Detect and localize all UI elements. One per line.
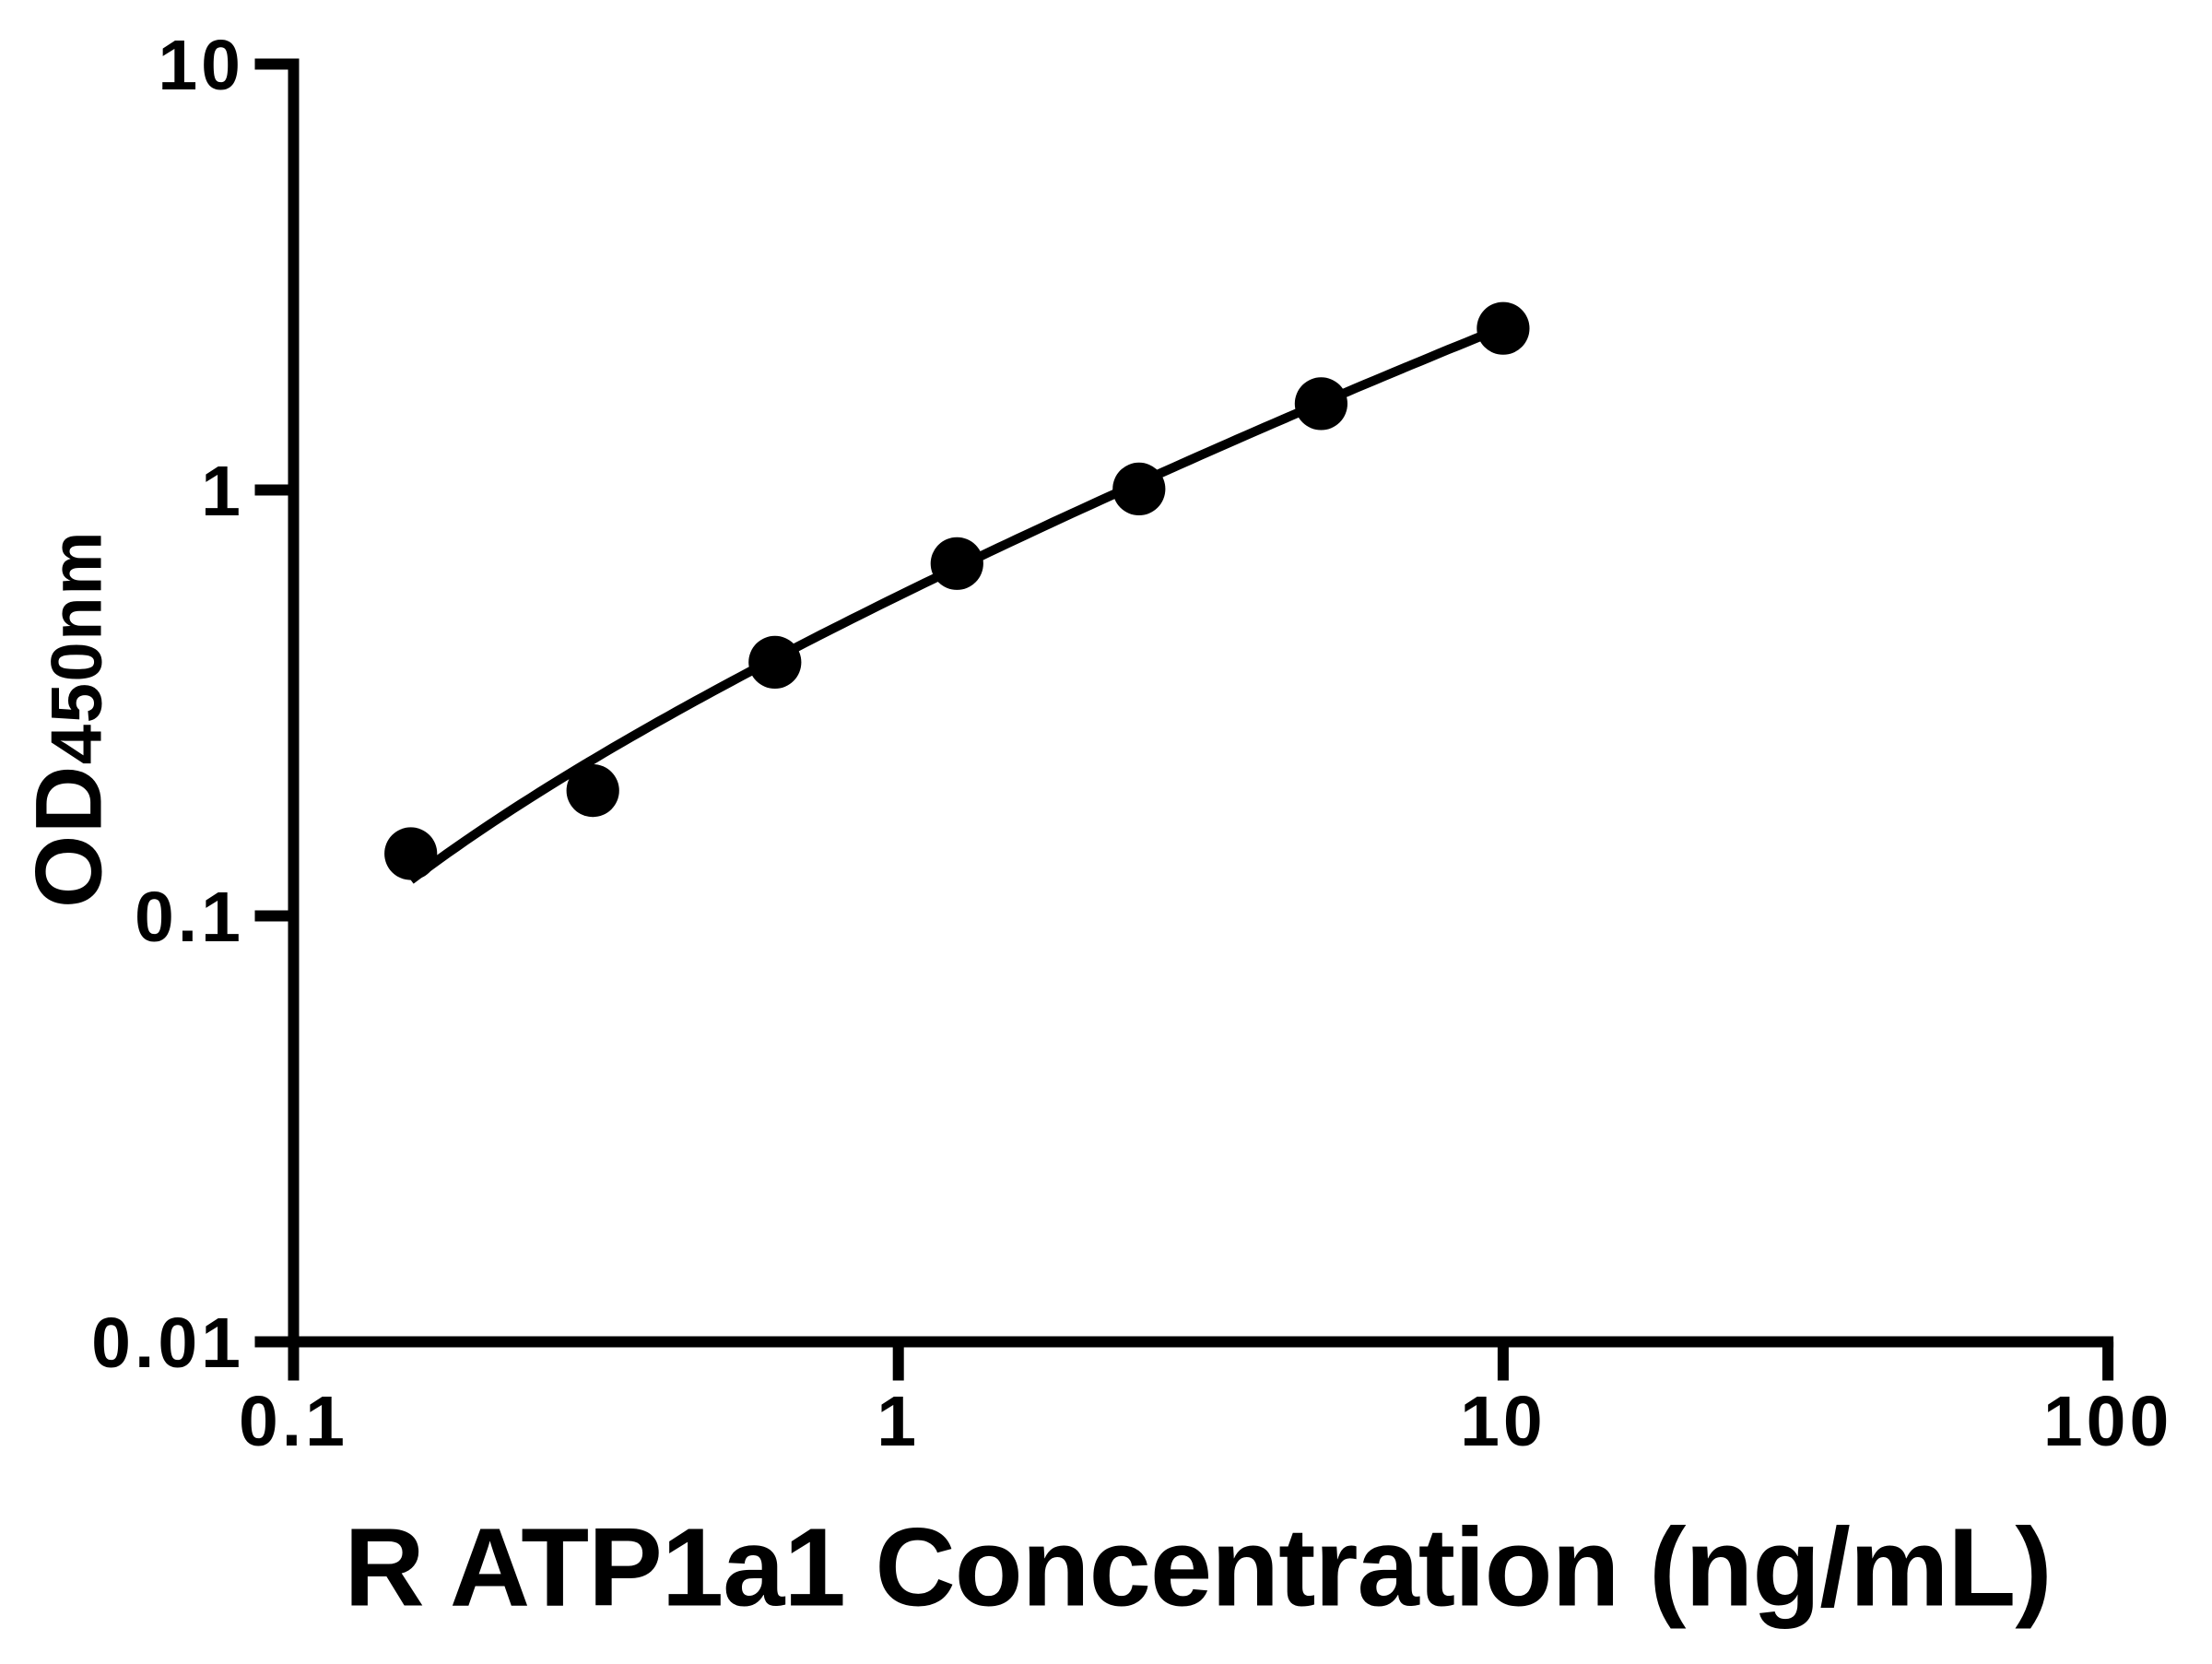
svg-text:100: 100 (2043, 1382, 2172, 1461)
svg-text:10: 10 (1460, 1382, 1547, 1461)
svg-text:R ATP1a1 Concentration (ng/mL): R ATP1a1 Concentration (ng/mL) (344, 1505, 2051, 1630)
svg-text:0.1: 0.1 (239, 1382, 348, 1461)
svg-text:0.01: 0.01 (91, 1304, 244, 1383)
svg-text:10: 10 (158, 26, 244, 105)
svg-text:1: 1 (877, 1382, 920, 1461)
svg-text:1: 1 (201, 452, 244, 531)
svg-text:0.1: 0.1 (135, 878, 244, 957)
